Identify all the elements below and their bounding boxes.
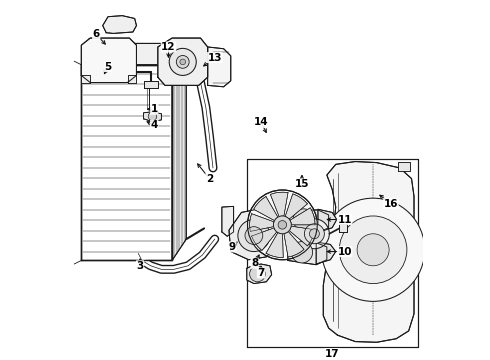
Text: 10: 10 <box>338 247 352 257</box>
Text: 12: 12 <box>161 42 176 52</box>
Polygon shape <box>103 15 137 33</box>
Circle shape <box>278 221 287 229</box>
Polygon shape <box>81 75 90 82</box>
Circle shape <box>291 242 313 263</box>
Text: 8: 8 <box>251 258 258 268</box>
Circle shape <box>247 190 317 260</box>
Polygon shape <box>270 192 288 217</box>
Text: 7: 7 <box>257 268 265 278</box>
Circle shape <box>273 216 291 234</box>
Polygon shape <box>254 197 278 221</box>
Polygon shape <box>290 210 329 233</box>
Text: 16: 16 <box>384 198 398 208</box>
Polygon shape <box>127 75 137 82</box>
Polygon shape <box>229 209 279 260</box>
Circle shape <box>238 220 270 252</box>
Polygon shape <box>339 224 347 232</box>
Polygon shape <box>323 162 414 342</box>
Polygon shape <box>251 228 277 251</box>
Polygon shape <box>81 38 137 82</box>
Circle shape <box>176 55 189 68</box>
Circle shape <box>249 266 265 282</box>
Polygon shape <box>247 159 417 347</box>
Polygon shape <box>172 44 186 260</box>
Text: 13: 13 <box>207 53 222 63</box>
Circle shape <box>180 59 186 65</box>
Polygon shape <box>158 38 208 85</box>
Polygon shape <box>316 242 336 264</box>
Polygon shape <box>288 243 327 265</box>
Circle shape <box>169 48 196 75</box>
Text: 3: 3 <box>136 261 144 271</box>
Polygon shape <box>144 81 158 88</box>
Circle shape <box>357 234 389 266</box>
Circle shape <box>299 219 329 249</box>
Circle shape <box>304 224 324 244</box>
Text: 2: 2 <box>206 174 213 184</box>
Text: 5: 5 <box>104 62 112 72</box>
Polygon shape <box>289 226 315 246</box>
Circle shape <box>148 112 157 121</box>
Text: 15: 15 <box>294 179 309 189</box>
Circle shape <box>339 216 407 284</box>
Text: 17: 17 <box>325 349 340 359</box>
Circle shape <box>245 227 263 244</box>
Text: 4: 4 <box>150 120 158 130</box>
Polygon shape <box>250 214 274 231</box>
Polygon shape <box>144 112 161 122</box>
Polygon shape <box>81 44 186 65</box>
Circle shape <box>309 229 319 239</box>
Polygon shape <box>398 162 411 171</box>
Polygon shape <box>318 209 337 233</box>
Text: 14: 14 <box>254 117 269 127</box>
Polygon shape <box>247 264 271 284</box>
Polygon shape <box>81 65 172 260</box>
Polygon shape <box>285 194 307 219</box>
Circle shape <box>293 209 315 230</box>
Polygon shape <box>266 233 283 258</box>
Polygon shape <box>208 47 231 87</box>
Polygon shape <box>284 231 304 257</box>
Text: 6: 6 <box>93 30 100 40</box>
Circle shape <box>321 198 425 301</box>
Text: 11: 11 <box>338 215 352 225</box>
Text: 1: 1 <box>150 104 158 114</box>
Polygon shape <box>290 208 315 225</box>
Text: 9: 9 <box>229 242 236 252</box>
Polygon shape <box>222 206 234 236</box>
